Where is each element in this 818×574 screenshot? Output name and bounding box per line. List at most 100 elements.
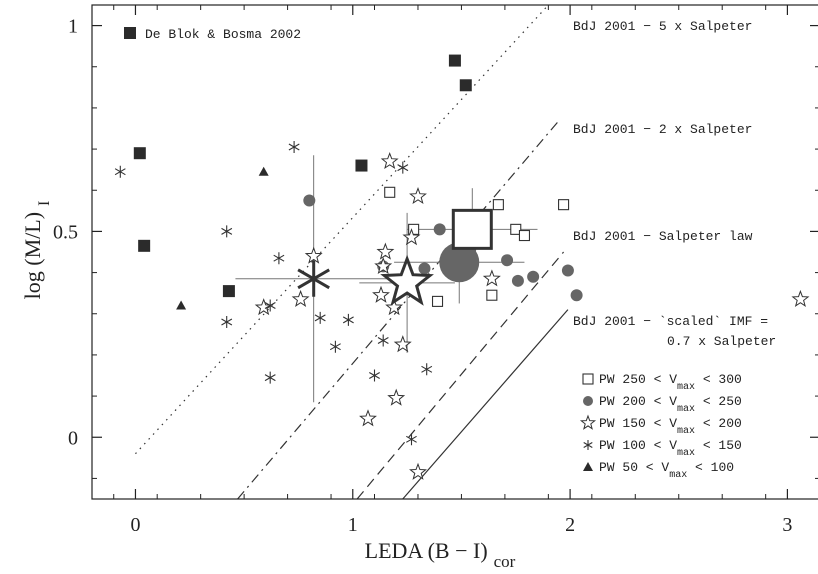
model-line-solid [402, 309, 569, 499]
legend-label: PW 150 < Vmax < 200 [599, 416, 742, 437]
legend-label: PW 250 < Vmax < 300 [599, 372, 742, 393]
point-open-star [402, 228, 421, 246]
data-points [114, 54, 810, 480]
point-filled-circle [418, 262, 431, 275]
point-open-star [291, 289, 310, 307]
point-open-square [384, 186, 396, 198]
point-asterisk [273, 252, 285, 265]
point-open-star [376, 242, 395, 260]
legend-label-post: < 100 [687, 460, 734, 475]
mean-point-open-square [451, 208, 493, 250]
point-filled-triangle [258, 166, 269, 176]
deblok-legend-label: De Blok & Bosma 2002 [145, 27, 301, 42]
mean-point-asterisk [297, 260, 330, 297]
legend-label: PW 50 < Vmax < 100 [599, 460, 734, 481]
model-line-dashdot [237, 119, 560, 499]
point-filled-square [355, 159, 368, 172]
mean-point-filled-circle [439, 242, 480, 283]
legend-label-post: < 250 [695, 394, 742, 409]
point-asterisk [221, 225, 233, 238]
legend-label-pre: PW 150 < V [599, 416, 677, 431]
x-axis-label: LEDA (B − I) cor [365, 538, 516, 571]
point-asterisk [406, 433, 417, 446]
point-filled-square [222, 285, 235, 298]
point-filled-triangle [176, 300, 187, 310]
point-filled-circle [561, 264, 574, 277]
point-asterisk [221, 316, 233, 328]
point-open-star [380, 151, 399, 170]
point-filled-circle [570, 289, 583, 302]
line-label: BdJ 2001 − 5 x Salpeter [573, 19, 752, 34]
legend-label-post: < 200 [695, 416, 742, 431]
point-open-star [359, 409, 377, 427]
point-filled-circle [511, 274, 524, 287]
point-filled-circle [501, 254, 514, 267]
point-open-star [482, 269, 501, 287]
point-filled-square [133, 147, 146, 160]
point-open-square [492, 199, 504, 211]
point-filled-circle [303, 194, 316, 207]
deblok-legend-marker [124, 27, 136, 39]
point-asterisk [114, 165, 126, 178]
point-asterisk [377, 334, 389, 347]
legend-label-sub: max [669, 470, 687, 481]
point-open-star [409, 186, 427, 205]
axis-ticks: 0 1 2 3 0 0.5 1 [53, 5, 818, 536]
legend-marker [583, 440, 593, 450]
line-label: BdJ 2001 − Salpeter law [573, 229, 753, 244]
model-line-dotted [135, 5, 549, 455]
point-open-square [431, 295, 444, 307]
legend-label-pre: PW 250 < V [599, 372, 677, 387]
legend-label-pre: PW 200 < V [599, 394, 677, 409]
x-tick-label: 3 [782, 514, 792, 536]
y-tick-label: 0.5 [53, 221, 78, 243]
point-asterisk [329, 340, 341, 353]
line-label: BdJ 2001 − 2 x Salpeter [573, 122, 752, 137]
point-asterisk [342, 313, 354, 326]
point-asterisk [369, 369, 380, 382]
point-open-square [486, 289, 498, 301]
point-open-square [518, 229, 531, 242]
point-asterisk [421, 363, 433, 376]
legend-label-post: < 150 [695, 438, 742, 453]
legend-label-sub: max [677, 404, 695, 415]
legend-label-pre: PW 50 < V [599, 460, 669, 475]
legend-label-sub: max [677, 382, 695, 393]
legend-marker [583, 462, 593, 471]
mean-point-open-star [380, 254, 434, 306]
point-open-star [385, 298, 404, 316]
y-axis-label-sub: I [36, 201, 53, 206]
point-asterisk [264, 299, 276, 312]
point-asterisk [288, 141, 300, 153]
legend-label-sub: max [677, 448, 695, 459]
point-open-star [304, 246, 323, 264]
line-label: BdJ 2001 − `scaled` IMF = [573, 314, 768, 329]
model-line-dashed [356, 251, 565, 499]
legend-marker [579, 414, 597, 430]
y-axis-label: log (M/L) I [20, 201, 53, 300]
x-tick-label: 1 [348, 514, 358, 536]
y-tick-label: 0 [68, 427, 78, 449]
line-label-cont: 0.7 x Salpeter [667, 334, 776, 349]
point-filled-circle [433, 223, 446, 236]
x-axis-label-sub: cor [494, 552, 516, 571]
x-tick-label: 0 [130, 514, 140, 536]
point-open-star [409, 462, 427, 480]
legend-label: PW 100 < Vmax < 150 [599, 438, 742, 459]
legend-label-sub: max [677, 426, 695, 437]
point-asterisk [264, 371, 276, 384]
legend-marker [583, 396, 593, 406]
legend-label-pre: PW 100 < V [599, 438, 677, 453]
model-lines [135, 5, 569, 499]
point-filled-square [459, 79, 472, 92]
point-filled-circle [527, 270, 540, 283]
point-open-star [393, 335, 412, 353]
line-labels: BdJ 2001 − 5 x Salpeter BdJ 2001 − 2 x Sa… [124, 19, 776, 349]
point-open-square [510, 223, 522, 235]
x-tick-label: 2 [565, 514, 575, 536]
point-filled-square [138, 239, 151, 252]
y-axis-label-main: log (M/L) [20, 212, 45, 299]
point-open-star [374, 256, 393, 275]
y-tick-label: 1 [68, 16, 78, 38]
